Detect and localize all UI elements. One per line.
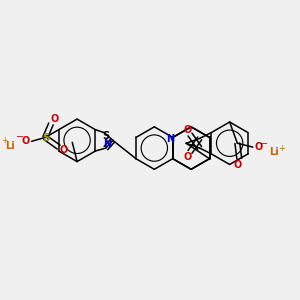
- Text: S: S: [103, 131, 110, 142]
- Text: S: S: [42, 134, 50, 143]
- Text: O: O: [254, 142, 263, 152]
- Text: +: +: [278, 144, 285, 153]
- Text: −: −: [16, 132, 24, 142]
- Text: −: −: [260, 139, 268, 149]
- Text: N: N: [166, 134, 174, 144]
- Text: O: O: [51, 114, 59, 124]
- Text: Li: Li: [5, 141, 15, 151]
- Text: N: N: [103, 139, 111, 149]
- Text: O: O: [59, 145, 68, 155]
- Text: Li: Li: [269, 147, 279, 157]
- Text: O: O: [184, 125, 192, 135]
- Text: O: O: [184, 152, 192, 162]
- Text: +: +: [2, 136, 8, 145]
- Text: O: O: [22, 136, 30, 146]
- Text: O: O: [233, 160, 242, 170]
